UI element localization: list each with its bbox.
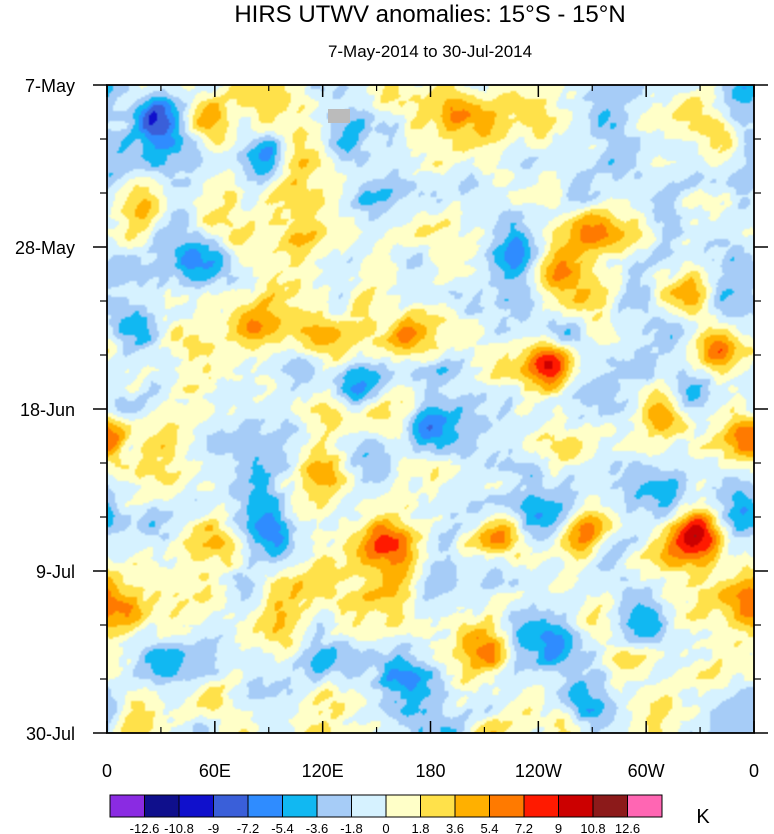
colorbar-label: -9 xyxy=(208,821,220,834)
x-axis: 0 60E 120E 180 120W 60W 0 xyxy=(102,85,759,781)
colorbar-label: 10.8 xyxy=(580,821,605,834)
x-tick-label: 120E xyxy=(302,761,344,781)
colorbar-label: 9 xyxy=(555,821,562,834)
missing-data-patch xyxy=(328,109,350,123)
colorbar-box xyxy=(178,794,214,818)
colorbar-label: -5.4 xyxy=(271,821,293,834)
colorbar: -12.6 -10.8 -9 -7.2 -5.4 -3.6 -1.8 0 1.8 3.6 5.4 7.… xyxy=(109,794,663,834)
colorbar-label: 7.2 xyxy=(515,821,533,834)
colorbar-box xyxy=(592,794,628,818)
x-tick-label: 180 xyxy=(415,761,445,781)
x-tick-label: 60W xyxy=(628,761,665,781)
x-tick-label: 60E xyxy=(199,761,231,781)
colorbar-box xyxy=(627,794,663,818)
y-tick-label: 9-Jul xyxy=(36,562,75,582)
colorbar-label: -3.6 xyxy=(306,821,328,834)
colorbar-box xyxy=(213,794,249,818)
colorbar-label: -1.8 xyxy=(340,821,362,834)
chart-subtitle: 7-May-2014 to 30-Jul-2014 xyxy=(328,42,532,61)
colorbar-unit: K xyxy=(696,806,710,828)
x-tick-label: 0 xyxy=(749,761,759,781)
colorbar-label: -12.6 xyxy=(130,821,160,834)
colorbar-box xyxy=(489,794,525,818)
y-tick-label: 28-May xyxy=(15,238,75,258)
y-tick-label: 18-Jun xyxy=(20,400,75,420)
x-tick-label: 0 xyxy=(102,761,112,781)
colorbar-box xyxy=(247,794,283,818)
x-tick-label: 120W xyxy=(515,761,562,781)
colorbar-box xyxy=(385,794,421,818)
anomaly-field xyxy=(107,85,754,733)
colorbar-box xyxy=(420,794,456,818)
colorbar-box xyxy=(351,794,387,818)
colorbar-label: 1.8 xyxy=(411,821,429,834)
y-tick-label: 7-May xyxy=(25,76,75,96)
colorbar-label: -7.2 xyxy=(237,821,259,834)
chart-title: HIRS UTWV anomalies: 15°S - 15°N xyxy=(234,1,625,28)
colorbar-label: 0 xyxy=(382,821,389,834)
colorbar-box xyxy=(316,794,352,818)
plot-area xyxy=(107,85,754,733)
colorbar-box xyxy=(282,794,318,818)
colorbar-label: 12.6 xyxy=(615,821,640,834)
colorbar-box xyxy=(109,794,145,818)
colorbar-box xyxy=(558,794,594,818)
y-axis: 7-May 28-May 18-Jun 9-Jul 30-Jul xyxy=(15,76,768,744)
colorbar-label: -10.8 xyxy=(164,821,194,834)
y-tick-label: 30-Jul xyxy=(26,724,75,744)
colorbar-label: 5.4 xyxy=(480,821,498,834)
colorbar-box xyxy=(144,794,180,818)
colorbar-box xyxy=(523,794,559,818)
colorbar-box xyxy=(454,794,490,818)
colorbar-label: 3.6 xyxy=(446,821,464,834)
